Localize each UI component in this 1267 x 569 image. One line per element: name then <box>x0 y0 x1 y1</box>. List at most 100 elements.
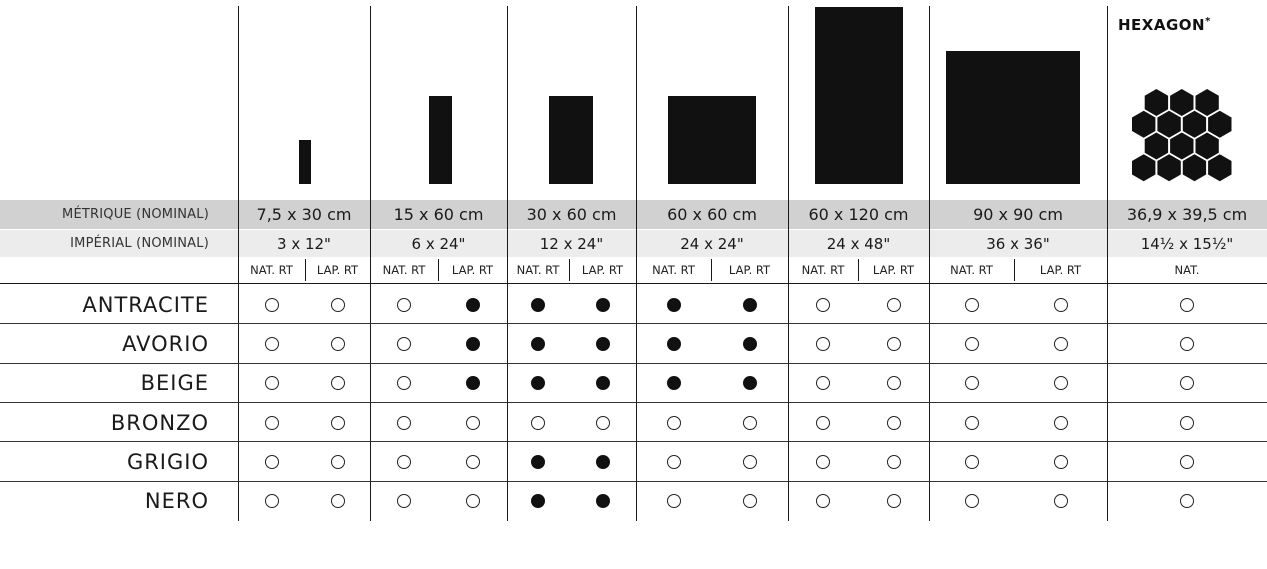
unavailable-dot-icon <box>886 297 901 312</box>
availability-cell <box>711 324 788 363</box>
availability-cell <box>305 403 370 442</box>
finish-divider <box>305 259 306 281</box>
unavailable-dot-icon <box>666 415 681 430</box>
available-dot-icon <box>595 376 610 391</box>
availability-cell <box>370 442 438 481</box>
imperial-size-cell: 36 x 36" <box>986 234 1050 253</box>
unavailable-dot-icon <box>330 336 345 351</box>
unavailable-dot-icon <box>816 336 830 351</box>
available-dot-icon <box>465 297 480 312</box>
metric-header-label: MÉTRIQUE (NOMINAL) <box>62 207 209 222</box>
hexagon-cell-icon <box>1157 154 1181 182</box>
availability-cell <box>370 285 438 324</box>
availability-cell <box>929 285 1014 324</box>
unavailable-dot-icon <box>742 415 757 430</box>
availability-cell <box>636 482 711 521</box>
availability-cell <box>238 482 305 521</box>
imperial-size-cell: 24 x 24" <box>680 234 744 253</box>
availability-cell <box>507 285 569 324</box>
availability-cell <box>1107 285 1267 324</box>
unavailable-dot-icon <box>397 494 411 509</box>
available-dot-icon <box>595 336 610 351</box>
unavailable-dot-icon <box>1180 415 1194 430</box>
finish-label: LAP. RT <box>451 263 494 277</box>
unavailable-dot-icon <box>330 494 345 509</box>
unavailable-dot-icon <box>1053 494 1068 509</box>
unavailable-dot-icon <box>397 297 411 312</box>
availability-cell <box>370 482 438 521</box>
available-dot-icon <box>531 297 545 312</box>
availability-cell <box>305 285 370 324</box>
availability-cell <box>1014 285 1107 324</box>
imperial-band <box>0 230 1267 257</box>
unavailable-dot-icon <box>264 376 279 391</box>
unavailable-dot-icon <box>397 376 411 391</box>
availability-cell <box>507 403 569 442</box>
metric-size-cell: 30 x 60 cm <box>526 205 617 224</box>
row-rule <box>0 480 1267 482</box>
availability-cell <box>929 442 1014 481</box>
imperial-size-cell: 12 x 24" <box>539 234 604 253</box>
unavailable-dot-icon <box>595 415 610 430</box>
hexagon-cell-icon <box>1170 89 1194 116</box>
unavailable-dot-icon <box>1053 297 1068 312</box>
available-dot-icon <box>666 376 681 391</box>
unavailable-dot-icon <box>666 494 681 509</box>
finish-label: LAP. RT <box>728 263 771 277</box>
unavailable-dot-icon <box>816 415 830 430</box>
available-dot-icon <box>742 336 757 351</box>
unavailable-dot-icon <box>1180 454 1194 469</box>
color-label: BRONZO <box>110 410 209 435</box>
tile-shape-30x60 <box>549 96 593 184</box>
metric-size-cell: 60 x 120 cm <box>808 205 909 224</box>
imperial-size-cell: 24 x 48" <box>826 234 891 253</box>
availability-cell <box>858 285 929 324</box>
imperial-size-cell: 6 x 24" <box>411 234 466 253</box>
header-rule <box>0 283 1267 284</box>
availability-cell <box>711 442 788 481</box>
finish-divider <box>438 259 439 281</box>
color-label: BEIGE <box>140 371 209 396</box>
imperial-header-label: IMPÉRIAL (NOMINAL) <box>70 236 209 251</box>
unavailable-dot-icon <box>886 415 901 430</box>
row-rule <box>0 401 1267 403</box>
availability-cell <box>569 324 636 363</box>
unavailable-dot-icon <box>1180 336 1194 351</box>
unavailable-dot-icon <box>964 376 979 391</box>
metric-size-cell: 36,9 x 39,5 cm <box>1126 205 1248 224</box>
column-divider <box>636 6 637 521</box>
hexagon-cell-icon <box>1195 132 1219 160</box>
finish-divider <box>1014 259 1015 281</box>
availability-cell <box>636 442 711 481</box>
availability-cell <box>858 403 929 442</box>
imperial-size-cell: 14½ x 15½" <box>1140 234 1234 253</box>
availability-cell <box>1107 482 1267 521</box>
row-rule <box>0 441 1267 443</box>
hexagon-cell-icon <box>1182 154 1207 182</box>
available-dot-icon <box>595 297 610 312</box>
metric-size-cell: 15 x 60 cm <box>393 205 484 224</box>
availability-cell <box>438 324 507 363</box>
available-dot-icon <box>742 376 757 391</box>
availability-cell <box>858 324 929 363</box>
availability-cell <box>788 482 858 521</box>
availability-cell <box>788 324 858 363</box>
availability-cell <box>858 364 929 403</box>
availability-cell <box>569 442 636 481</box>
unavailable-dot-icon <box>330 415 345 430</box>
tile-shape-90x90 <box>946 51 1080 184</box>
unavailable-dot-icon <box>964 494 979 509</box>
hexagon-cell-icon <box>1208 154 1232 182</box>
unavailable-dot-icon <box>886 494 901 509</box>
unavailable-dot-icon <box>964 336 979 351</box>
availability-cell <box>711 285 788 324</box>
unavailable-dot-icon <box>1053 376 1068 391</box>
availability-cell <box>305 324 370 363</box>
hexagon-cell-icon <box>1144 132 1169 160</box>
unavailable-dot-icon <box>886 336 901 351</box>
availability-cell <box>929 324 1014 363</box>
hexagon-cell-icon <box>1195 89 1219 116</box>
availability-cell <box>1107 442 1267 481</box>
color-label: AVORIO <box>122 331 209 356</box>
unavailable-dot-icon <box>264 415 279 430</box>
